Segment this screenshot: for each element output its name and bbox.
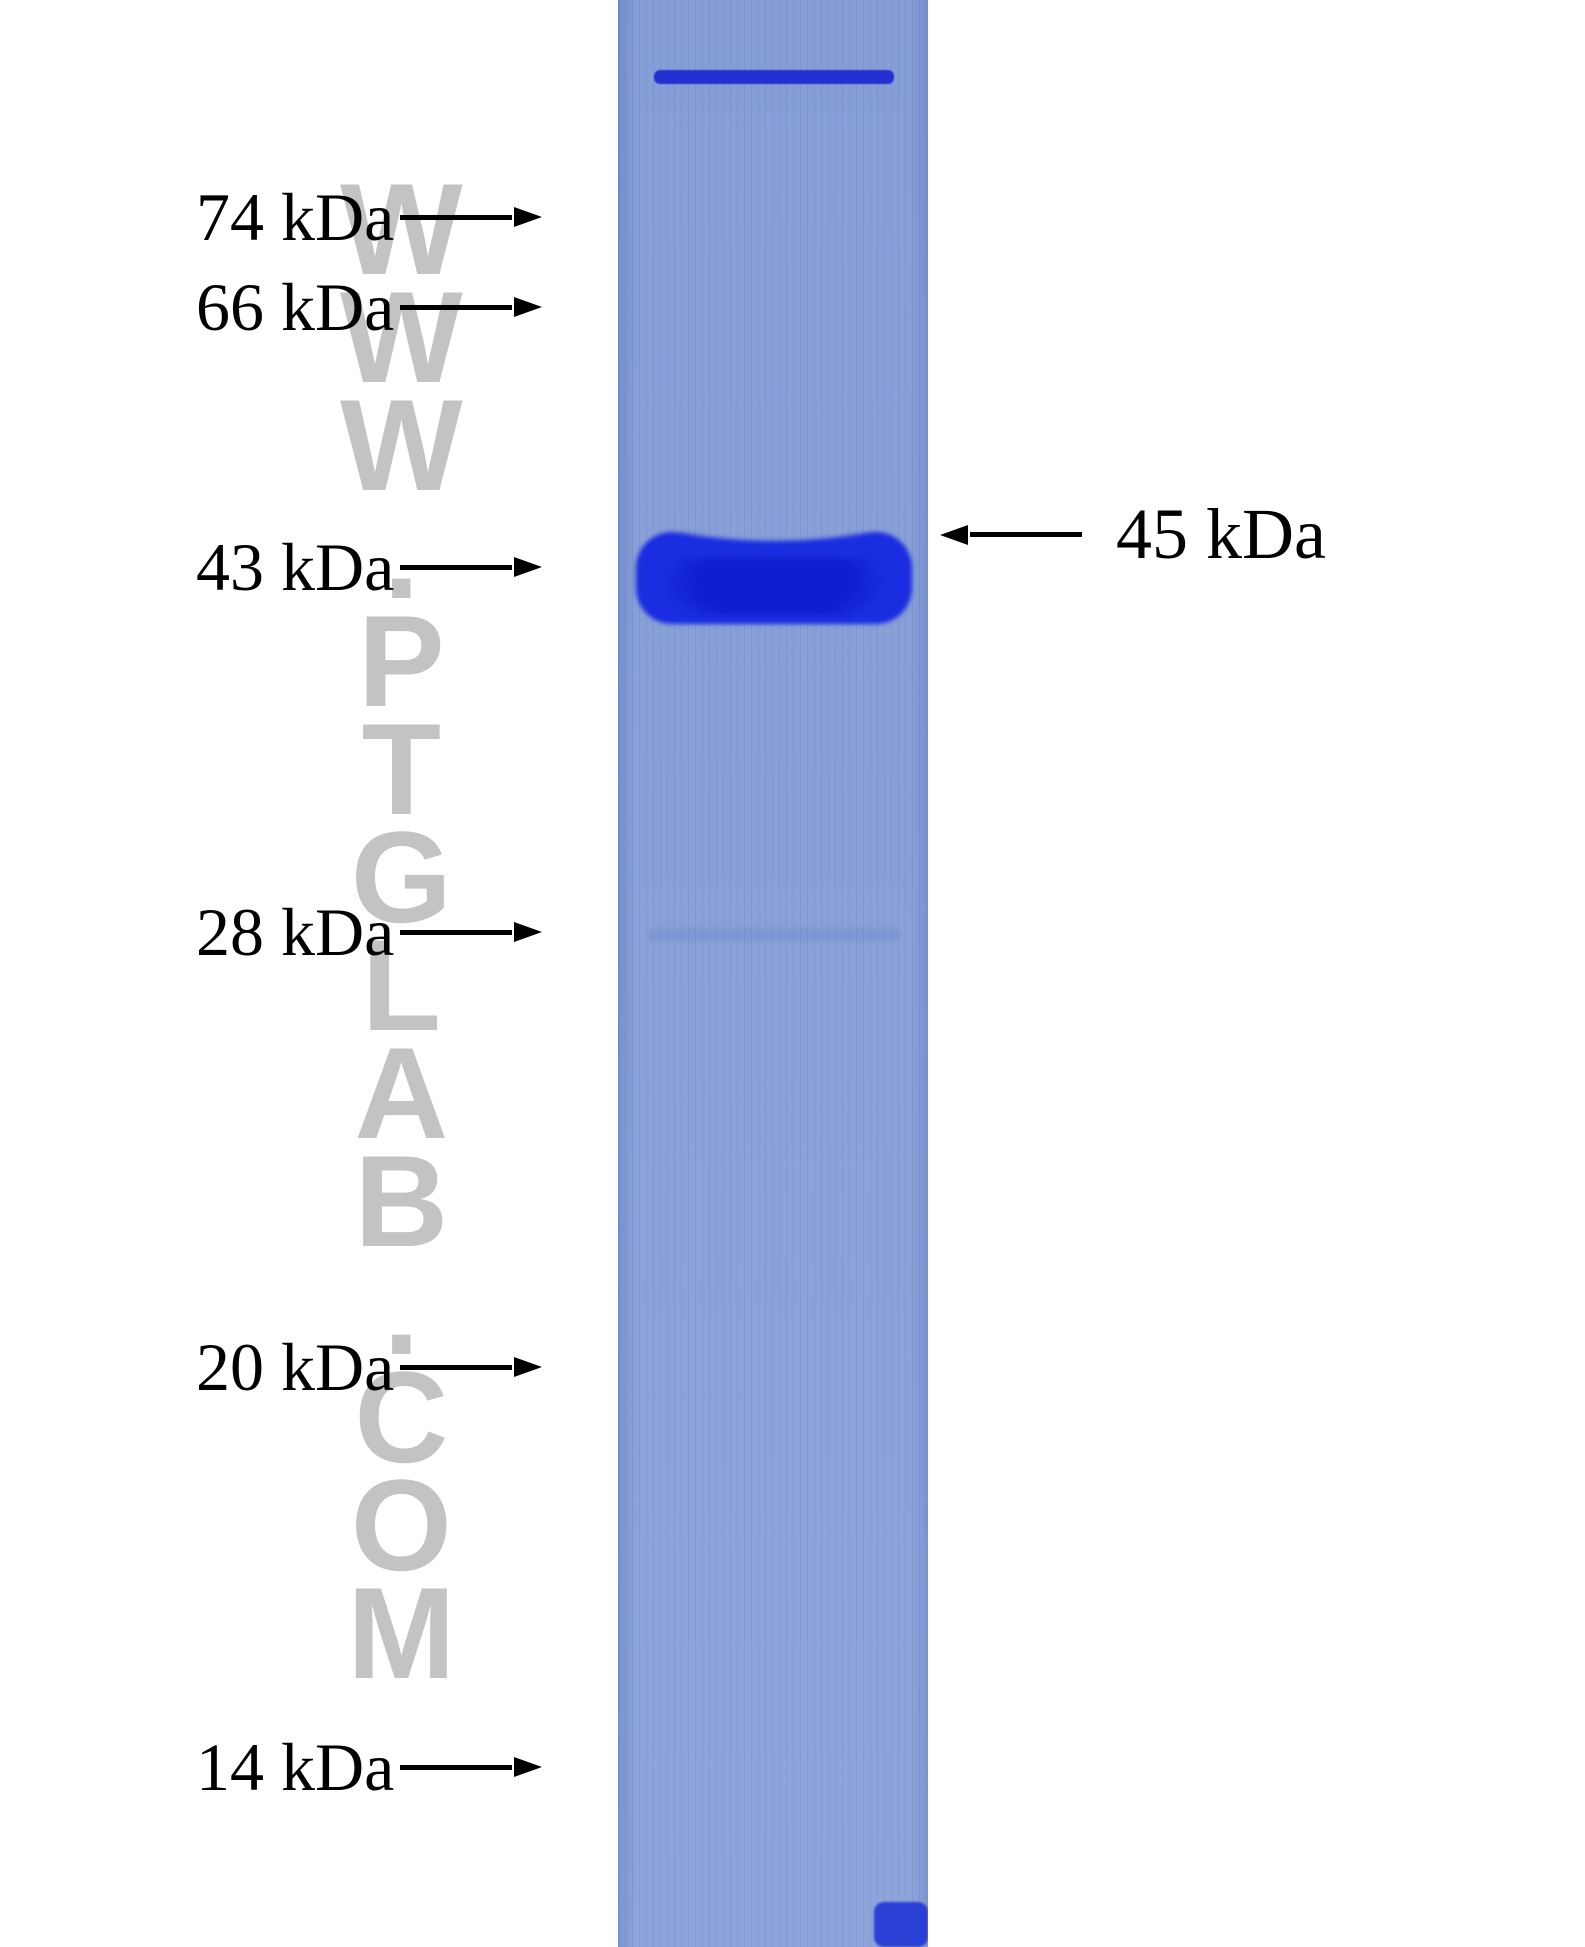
arrow-right-icon [400, 557, 542, 577]
arrow-right-icon [400, 1757, 542, 1777]
arrow-head [514, 207, 542, 227]
watermark-char: P [340, 607, 467, 715]
arrow-shaft [400, 1365, 512, 1370]
gel-lane [618, 0, 928, 1947]
marker-20kda: 20 kDa [196, 1328, 542, 1407]
arrow-shaft [400, 215, 512, 220]
arrow-head [940, 525, 968, 545]
marker-14kda: 14 kDa [196, 1728, 542, 1807]
arrow-shaft [400, 1765, 512, 1770]
watermark-char: M [340, 1579, 467, 1687]
arrow-shaft [400, 565, 512, 570]
band-28 [648, 928, 900, 942]
marker-label-text: 43 kDa [196, 528, 394, 607]
marker-66kda: 66 kDa [196, 268, 542, 347]
arrow-head [514, 297, 542, 317]
arrow-head [514, 922, 542, 942]
marker-label-text: 66 kDa [196, 268, 394, 347]
arrow-shaft [970, 532, 1082, 537]
marker-label-text: 28 kDa [196, 893, 394, 972]
marker-label-text: 14 kDa [196, 1728, 394, 1807]
watermark-char: A [340, 1039, 467, 1147]
marker-label-text: 74 kDa [196, 178, 394, 257]
arrow-right-icon [400, 297, 542, 317]
gel-figure: WWW.PTGLAB.COM 74 kDa66 kDa43 kDa28 kDa2… [0, 0, 1585, 1947]
marker-74kda: 74 kDa [196, 178, 542, 257]
arrow-left-icon [940, 525, 1082, 545]
target-band-text: 45 kDa [1116, 493, 1326, 576]
watermark-char: B [340, 1147, 467, 1255]
arrow-right-icon [400, 207, 542, 227]
arrow-head [514, 1757, 542, 1777]
marker-28kda: 28 kDa [196, 893, 542, 972]
arrow-right-icon [400, 1357, 542, 1377]
main-band [636, 532, 912, 624]
well-band [654, 70, 894, 84]
arrow-right-icon [400, 922, 542, 942]
arrow-head [514, 557, 542, 577]
lane-texture [618, 0, 928, 1947]
main-band-core [658, 558, 890, 615]
watermark-char: T [340, 715, 467, 823]
marker-43kda: 43 kDa [196, 528, 542, 607]
target-band-label: 45 kDa [940, 493, 1326, 576]
arrow-head [514, 1357, 542, 1377]
arrow-shaft [400, 930, 512, 935]
watermark-char: W [340, 391, 467, 499]
marker-label-text: 20 kDa [196, 1328, 394, 1407]
watermark-char: O [340, 1471, 467, 1579]
arrow-shaft [400, 305, 512, 310]
corner-smudge [874, 1902, 928, 1947]
